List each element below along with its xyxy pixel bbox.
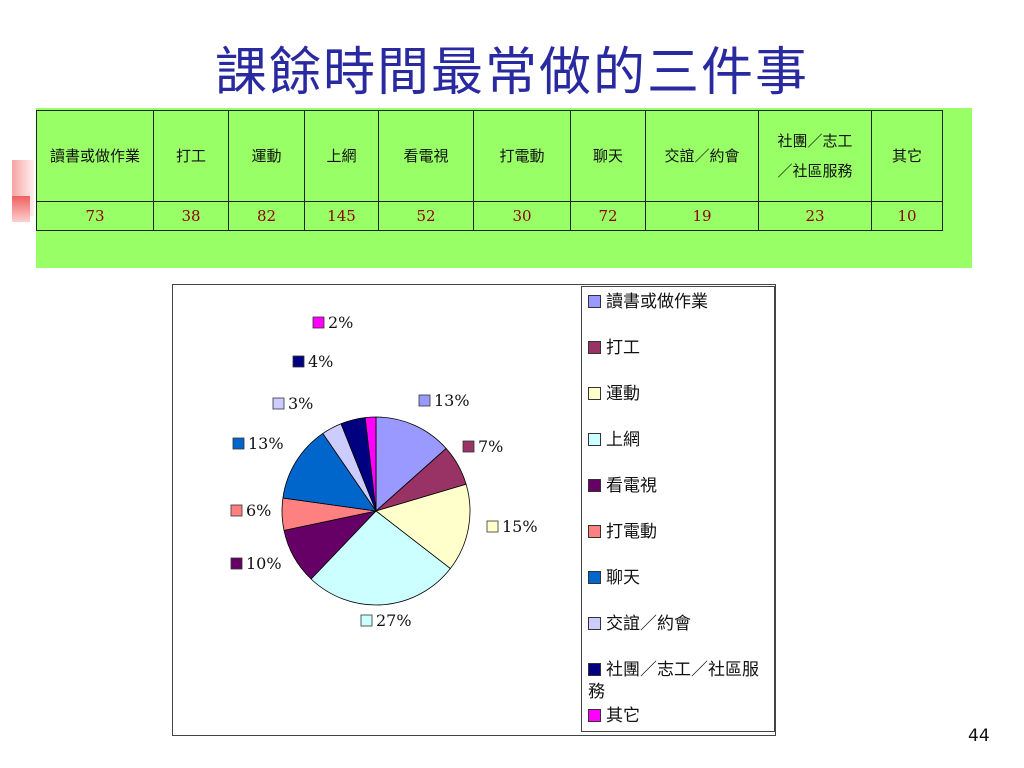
pie-slice xyxy=(282,432,377,512)
legend-swatch xyxy=(588,479,601,492)
pie-slice xyxy=(375,483,471,570)
legend-item: 其它 xyxy=(588,705,772,727)
legend-label: 打工 xyxy=(606,338,640,358)
legend-swatch xyxy=(588,525,601,538)
table-header-row: 讀書或做作業 打工 運動 上網 看電視 打電動 聊天 交誼／約會 社團／志工 ／社… xyxy=(36,110,943,202)
data-label: 13% xyxy=(248,434,284,453)
data-label: 6% xyxy=(246,501,271,520)
legend-label: 讀書或做作業 xyxy=(606,292,708,312)
header-line1: 打電動 xyxy=(499,147,545,165)
header-line1: 聊天 xyxy=(592,147,623,165)
data-label: 7% xyxy=(478,437,503,456)
header-line1: 看電視 xyxy=(403,147,449,165)
table-value-cell: 10 xyxy=(871,201,943,231)
data-label: 4% xyxy=(308,352,333,371)
data-label: 27% xyxy=(376,611,412,630)
data-label-key xyxy=(462,440,475,453)
pie-chart: 13% 7% 15% 27% 10% 6% 13% 3% 4% 2% xyxy=(230,313,538,630)
legend-swatch xyxy=(588,663,601,676)
legend-label: 社團／志工／社區服務 xyxy=(588,660,759,702)
table-value-cell: 145 xyxy=(304,201,379,231)
table-value-cell: 73 xyxy=(36,201,154,231)
table-value-cell: 82 xyxy=(228,201,305,231)
header-line1: 讀書或做作業 xyxy=(49,147,140,165)
data-label-key xyxy=(360,614,373,627)
header-line1: 其它 xyxy=(891,147,922,165)
legend-label: 看電視 xyxy=(606,476,657,496)
table-value-cell: 38 xyxy=(153,201,229,231)
header-line1: 運動 xyxy=(251,147,282,165)
table-value-cell: 52 xyxy=(378,201,474,231)
legend-swatch xyxy=(588,709,601,722)
table-header-cell: 上網 xyxy=(304,110,379,202)
legend-swatch xyxy=(588,341,601,354)
header-line1: 上網 xyxy=(326,147,357,165)
legend-label: 打電動 xyxy=(606,522,657,542)
chart-legend: 讀書或做作業 打工 運動 上網 看電視 打電動 聊天 交誼／約會 社團／志工／社… xyxy=(581,286,775,732)
legend-item: 讀書或做作業 xyxy=(588,291,772,313)
legend-item: 社團／志工／社區服務 xyxy=(588,659,772,703)
data-label: 15% xyxy=(502,517,538,536)
legend-item: 打工 xyxy=(588,337,772,359)
legend-swatch xyxy=(588,433,601,446)
legend-label: 上網 xyxy=(606,430,640,450)
data-label: 13% xyxy=(434,391,470,410)
legend-item: 聊天 xyxy=(588,567,772,589)
header-line2: ／社區服務 xyxy=(777,162,853,180)
legend-swatch xyxy=(588,617,601,630)
legend-item: 交誼／約會 xyxy=(588,613,772,635)
pie-slice xyxy=(364,416,377,512)
header-line1: 打工 xyxy=(175,147,206,165)
header-line1: 社團／志工 xyxy=(777,132,853,150)
legend-item: 運動 xyxy=(588,383,772,405)
table-header-cell: 看電視 xyxy=(378,110,474,202)
table-header-cell: 運動 xyxy=(228,110,305,202)
legend-item: 上網 xyxy=(588,429,772,451)
data-label-key xyxy=(486,520,499,533)
legend-label: 交誼／約會 xyxy=(606,614,691,634)
data-label-key xyxy=(232,437,245,450)
data-label: 2% xyxy=(328,313,353,332)
data-label-key xyxy=(230,557,243,570)
data-label-key xyxy=(292,355,305,368)
pie-slice xyxy=(310,510,451,606)
legend-item: 看電視 xyxy=(588,475,772,497)
slide-title: 課餘時間最常做的三件事 xyxy=(214,43,809,103)
legend-label: 其它 xyxy=(606,706,640,726)
legend-swatch xyxy=(588,295,601,308)
data-label-key xyxy=(312,316,325,329)
legend-swatch xyxy=(588,387,601,400)
activity-table: 讀書或做作業 打工 運動 上網 看電視 打電動 聊天 交誼／約會 社團／志工 ／社… xyxy=(36,110,943,231)
legend-item: 打電動 xyxy=(588,521,772,543)
data-label-key xyxy=(418,394,431,407)
table-value-cell: 30 xyxy=(473,201,571,231)
table-header-cell: 社團／志工 ／社區服務 xyxy=(758,110,872,202)
table-value-cell: 19 xyxy=(645,201,759,231)
legend-label: 運動 xyxy=(606,384,640,404)
table-header-cell: 打工 xyxy=(153,110,229,202)
table-header-cell: 其它 xyxy=(871,110,943,202)
table-value-cell: 72 xyxy=(570,201,646,231)
data-label: 10% xyxy=(246,554,282,573)
header-line1: 交誼／約會 xyxy=(664,147,740,165)
table-header-cell: 聊天 xyxy=(570,110,646,202)
legend-label: 聊天 xyxy=(606,568,640,588)
decorative-accent-bar-lower xyxy=(12,196,30,222)
table-value-cell: 23 xyxy=(758,201,872,231)
table-header-cell: 打電動 xyxy=(473,110,571,202)
table-header-cell: 交誼／約會 xyxy=(645,110,759,202)
table-value-row: 73 38 82 145 52 30 72 19 23 10 xyxy=(36,201,943,231)
data-label: 3% xyxy=(288,394,313,413)
data-label-key xyxy=(272,397,285,410)
page-number: 44 xyxy=(968,726,990,746)
legend-swatch xyxy=(588,571,601,584)
table-header-cell: 讀書或做作業 xyxy=(36,110,154,202)
data-label-key xyxy=(230,504,243,517)
pie-slice xyxy=(375,416,447,512)
